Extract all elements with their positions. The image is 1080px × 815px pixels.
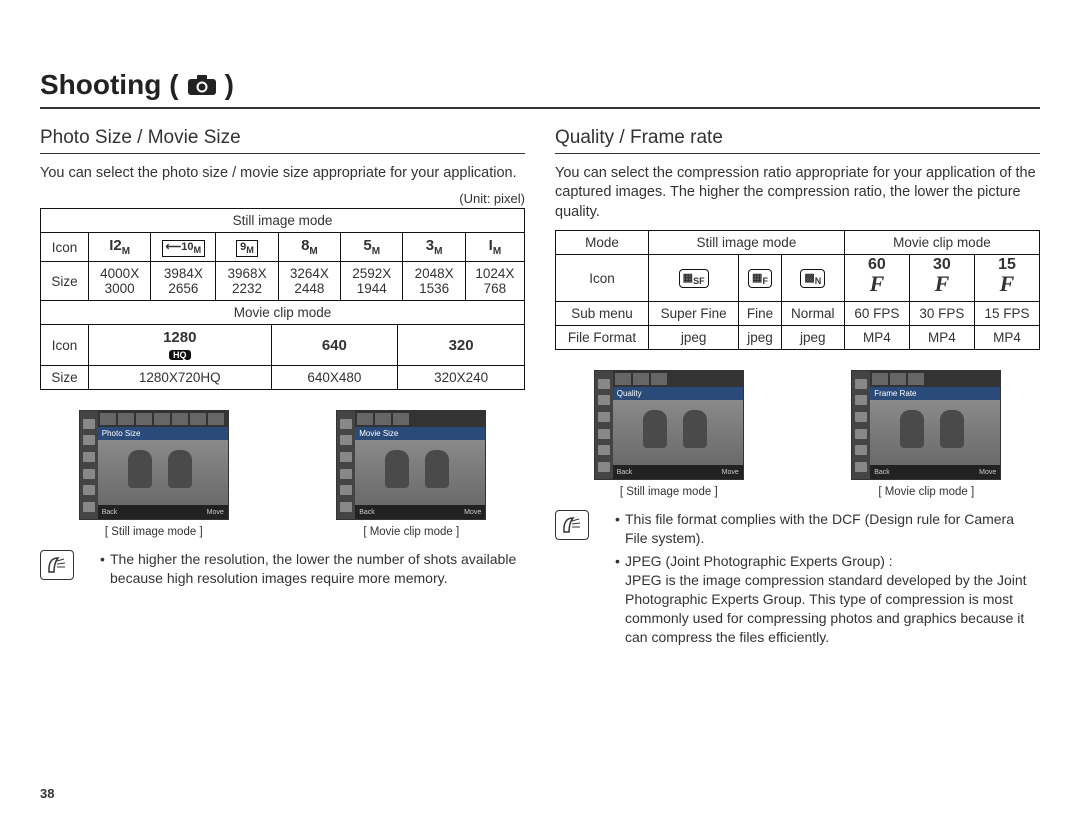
note-jpeg-title: JPEG (Joint Photographic Experts Group) … bbox=[625, 553, 893, 569]
shot-caption: [ Still image mode ] bbox=[79, 526, 229, 538]
q-icon-sf: ▦SF bbox=[648, 255, 738, 302]
size-cell: 3984X 2656 bbox=[151, 262, 216, 301]
move-label: Move bbox=[722, 469, 739, 476]
left-note: The higher the resolution, the lower the… bbox=[40, 550, 525, 592]
movie-size: 640X480 bbox=[271, 366, 398, 390]
left-intro: You can select the photo size / movie si… bbox=[40, 164, 525, 184]
size-cell: 2592X 1944 bbox=[341, 262, 403, 301]
title-paren-close: ) bbox=[225, 69, 234, 101]
q-icon-15: 15F bbox=[974, 255, 1039, 302]
q-icon-f: ▦F bbox=[739, 255, 781, 302]
size-cell: 1024X 768 bbox=[465, 262, 524, 301]
row-label-icon: Icon bbox=[41, 233, 89, 262]
row-format: File Format bbox=[556, 326, 649, 350]
shot-label: Frame Rate bbox=[870, 387, 1000, 400]
right-note: This file format complies with the DCF (… bbox=[555, 510, 1040, 650]
manual-page: Shooting ( ) Photo Size / Movie Size You… bbox=[0, 0, 1080, 671]
back-label: Back bbox=[359, 509, 375, 516]
note-text: The higher the resolution, the lower the… bbox=[100, 550, 525, 588]
back-label: Back bbox=[102, 509, 118, 516]
format-cell: jpeg bbox=[648, 326, 738, 350]
movie-icon-1280: 1280HQ bbox=[89, 325, 272, 366]
col-movie: Movie clip mode bbox=[844, 231, 1039, 255]
still-header: Still image mode bbox=[41, 209, 525, 233]
movie-table: Movie clip mode Icon 1280HQ 640 320 Size… bbox=[40, 300, 525, 390]
submenu-cell: 30 FPS bbox=[909, 302, 974, 326]
right-heading: Quality / Frame rate bbox=[555, 127, 1040, 154]
col-still: Still image mode bbox=[648, 231, 844, 255]
back-label: Back bbox=[617, 469, 633, 476]
format-cell: MP4 bbox=[909, 326, 974, 350]
still-image-table: Still image mode Icon I2M ⟵10M 9M 8M 5M … bbox=[40, 208, 525, 301]
content-columns: Photo Size / Movie Size You can select t… bbox=[40, 127, 1040, 651]
left-column: Photo Size / Movie Size You can select t… bbox=[40, 127, 525, 651]
q-icon-30: 30F bbox=[909, 255, 974, 302]
page-number: 38 bbox=[40, 786, 54, 801]
size-icon-1m: IM bbox=[465, 233, 524, 262]
size-icon-5m: 5M bbox=[341, 233, 403, 262]
right-screenshots: Quality Back Move [ Still image mode ] Fr… bbox=[555, 370, 1040, 498]
shot-label: Quality bbox=[613, 387, 743, 400]
size-cell: 3968X 2232 bbox=[216, 262, 278, 301]
camera-icon bbox=[187, 74, 217, 96]
movie-icon-320: 320 bbox=[398, 325, 525, 366]
movie-size: 1280X720HQ bbox=[89, 366, 272, 390]
movie-icon-640: 640 bbox=[271, 325, 398, 366]
size-cell: 4000X 3000 bbox=[89, 262, 151, 301]
note-dcf: This file format complies with the DCF (… bbox=[615, 510, 1040, 548]
size-cell: 2048X 1536 bbox=[403, 262, 465, 301]
row-label-icon: Icon bbox=[41, 325, 89, 366]
shot-caption: [ Movie clip mode ] bbox=[336, 526, 486, 538]
row-submenu: Sub menu bbox=[556, 302, 649, 326]
submenu-cell: Normal bbox=[781, 302, 844, 326]
submenu-cell: 15 FPS bbox=[974, 302, 1039, 326]
movie-header: Movie clip mode bbox=[41, 301, 525, 325]
submenu-cell: Super Fine bbox=[648, 302, 738, 326]
right-column: Quality / Frame rate You can select the … bbox=[555, 127, 1040, 651]
unit-label: (Unit: pixel) bbox=[40, 191, 525, 206]
size-cell: 3264X 2448 bbox=[278, 262, 340, 301]
shot-caption: [ Movie clip mode ] bbox=[851, 486, 1001, 498]
size-icon-8m: 8M bbox=[278, 233, 340, 262]
move-label: Move bbox=[979, 469, 996, 476]
right-intro: You can select the compression ratio app… bbox=[555, 164, 1040, 223]
left-heading: Photo Size / Movie Size bbox=[40, 127, 525, 154]
size-icon-10m: ⟵10M bbox=[151, 233, 216, 262]
movie-size: 320X240 bbox=[398, 366, 525, 390]
shot-caption: [ Still image mode ] bbox=[594, 486, 744, 498]
note-icon bbox=[40, 550, 74, 580]
title-text: Shooting bbox=[40, 69, 161, 101]
note-jpeg-desc: JPEG is the image compression standard d… bbox=[625, 572, 1027, 645]
shot-label: Photo Size bbox=[98, 427, 228, 440]
row-label-size: Size bbox=[41, 366, 89, 390]
note-jpeg-head: JPEG (Joint Photographic Experts Group) … bbox=[615, 552, 1040, 646]
shot-framerate: Frame Rate Back Move [ Movie clip mode ] bbox=[851, 370, 1001, 498]
col-mode: Mode bbox=[556, 231, 649, 255]
row-icon: Icon bbox=[556, 255, 649, 302]
quality-table: Mode Still image mode Movie clip mode Ic… bbox=[555, 230, 1040, 350]
shot-still: Photo Size Back Move [ Still image mode ] bbox=[79, 410, 229, 538]
shot-label: Movie Size bbox=[355, 427, 485, 440]
format-cell: MP4 bbox=[844, 326, 909, 350]
q-icon-60: 60F bbox=[844, 255, 909, 302]
submenu-cell: Fine bbox=[739, 302, 781, 326]
title-paren-open: ( bbox=[169, 69, 178, 101]
size-icon-9m: 9M bbox=[216, 233, 278, 262]
format-cell: jpeg bbox=[781, 326, 844, 350]
format-cell: jpeg bbox=[739, 326, 781, 350]
note-icon bbox=[555, 510, 589, 540]
shot-quality: Quality Back Move [ Still image mode ] bbox=[594, 370, 744, 498]
size-icon-3m: 3M bbox=[403, 233, 465, 262]
page-title: Shooting ( ) bbox=[40, 69, 1040, 109]
submenu-cell: 60 FPS bbox=[844, 302, 909, 326]
q-icon-n: ▩N bbox=[781, 255, 844, 302]
move-label: Move bbox=[464, 509, 481, 516]
back-label: Back bbox=[874, 469, 890, 476]
left-screenshots: Photo Size Back Move [ Still image mode ]… bbox=[40, 410, 525, 538]
format-cell: MP4 bbox=[974, 326, 1039, 350]
size-icon-12m: I2M bbox=[89, 233, 151, 262]
shot-movie: Movie Size Back Move [ Movie clip mode ] bbox=[336, 410, 486, 538]
move-label: Move bbox=[207, 509, 224, 516]
row-label-size: Size bbox=[41, 262, 89, 301]
